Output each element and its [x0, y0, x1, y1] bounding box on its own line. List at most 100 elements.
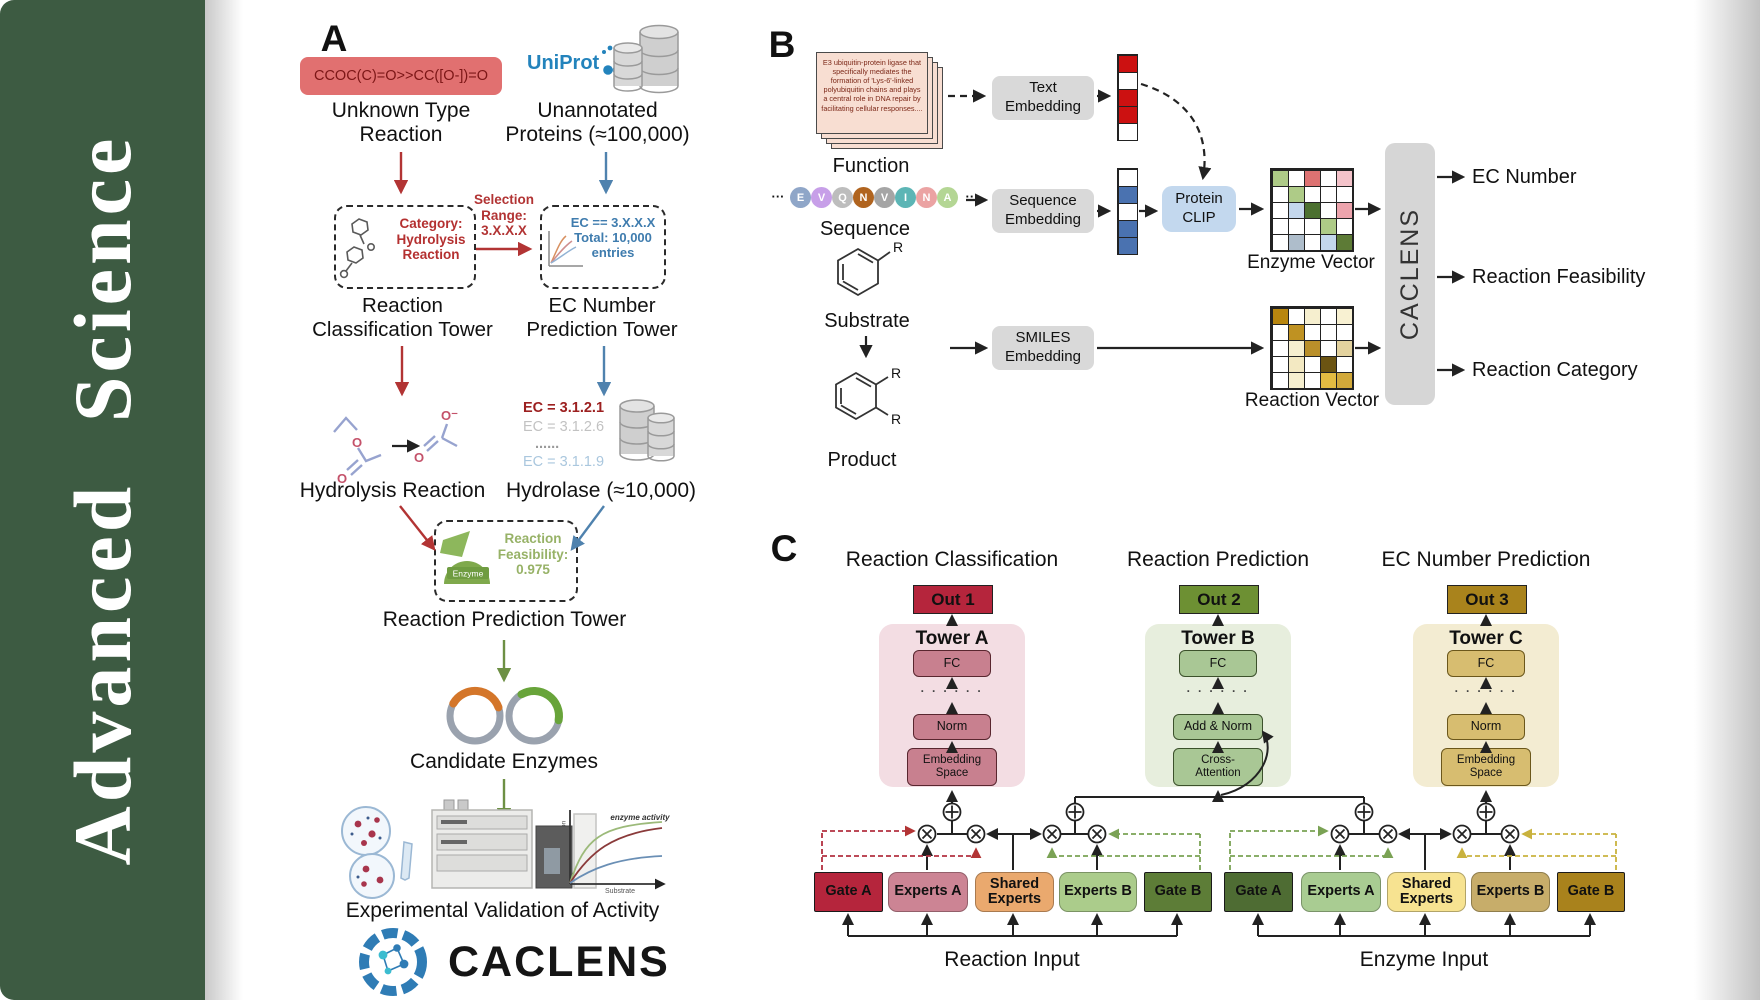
matrix-cell	[1319, 233, 1337, 251]
matrix-cell	[1117, 54, 1138, 73]
ec-result-2: EC = 3.1.2.6	[523, 419, 605, 435]
gate-a-enzyme: Gate A	[1224, 872, 1293, 912]
reaction-vector-label: Reaction Vector	[1244, 390, 1380, 411]
tower-a-fc: FC	[913, 650, 991, 677]
tower-a: Tower A FC · · · · · · Norm Embedding Sp…	[879, 624, 1025, 787]
ec-result-1: EC = 3.1.2.1	[523, 400, 605, 416]
product-r2-label: R	[891, 411, 901, 427]
tower-b-cross-attention: Cross- Attention	[1173, 748, 1263, 786]
gate-b-reaction: Gate B	[1144, 872, 1212, 912]
matrix-cell	[1287, 323, 1305, 341]
matrix-cell	[1335, 233, 1353, 251]
matrix-cell	[1303, 233, 1321, 251]
matrix-cell	[1271, 307, 1289, 325]
matrix-cell	[1303, 185, 1321, 203]
matrix-cell	[1335, 371, 1353, 389]
uniprot-dots-icon	[602, 44, 630, 75]
matrix-cell	[1319, 217, 1337, 235]
hplc-instrument-icon	[431, 799, 597, 889]
tower-b-dots: · · · · · ·	[1186, 684, 1250, 698]
experimental-validation-label: Experimental Validation of Activity	[345, 899, 660, 922]
sequence-embedding-vector	[1117, 168, 1138, 255]
matrix-cell	[1335, 323, 1353, 341]
candidate-enzymes-plasmids	[446, 686, 563, 745]
caclens-bar: CACLENS	[1385, 143, 1435, 405]
matrix-cell	[1287, 339, 1305, 357]
header-ec-number-prediction: EC Number Prediction	[1381, 548, 1591, 571]
reaction-classification-tower-box	[334, 205, 476, 289]
matrix-cell	[1319, 169, 1337, 187]
matrix-cell	[1335, 169, 1353, 187]
residue-V: V	[811, 187, 832, 208]
matrix-cell	[1287, 201, 1305, 219]
svg-text:O: O	[352, 435, 362, 450]
gate-b-enzyme-route	[1456, 828, 1617, 870]
experts-b-enzyme: Experts B	[1471, 872, 1550, 912]
hydrolysis-molecules: O O O⁻ O	[333, 408, 458, 486]
residue-N: N	[916, 187, 937, 208]
matrix-cell	[1335, 185, 1353, 203]
caclens-emblem	[359, 928, 427, 996]
smiles-reaction-box: CCOC(C)=O>>CC([O-])=O	[300, 57, 502, 95]
gate-a-reaction: Gate A	[814, 872, 883, 912]
panel-b-label: B	[768, 24, 796, 65]
panel-c-label: C	[770, 528, 798, 569]
ec-prediction-tower-box	[540, 205, 666, 289]
residue-Q: Q	[832, 187, 853, 208]
graph-ylabel: Rate of reaction	[560, 820, 568, 867]
tower-b: Tower B FC · · · · · · Add & Norm Cross-…	[1145, 624, 1291, 787]
database-icon-uniprot	[613, 24, 679, 94]
ec-result-3: EC = 3.1.1.9	[523, 454, 605, 470]
shared-experts-enzyme: Shared Experts	[1387, 872, 1466, 912]
matrix-cell	[1117, 88, 1138, 107]
matrix-cell	[1287, 355, 1305, 373]
experts-b-reaction: Experts B	[1059, 872, 1137, 912]
output-ec-number: EC Number	[1472, 166, 1577, 188]
product-label: Product	[827, 449, 897, 471]
left-shadow	[205, 0, 243, 1000]
tower-c: Tower C FC · · · · · · Norm Embedding Sp…	[1413, 624, 1559, 787]
residue-A: A	[937, 187, 958, 208]
reaction-prediction-tower-box	[434, 520, 578, 602]
matrix-cell	[1117, 236, 1138, 255]
output-reaction-category: Reaction Category	[1472, 359, 1638, 381]
candidate-enzymes-label: Candidate Enzymes	[410, 750, 598, 773]
matrix-cell	[1117, 122, 1138, 141]
matrix-cell	[1335, 201, 1353, 219]
selection-range-text: Selection Range: 3.X.X.X	[473, 192, 535, 239]
reaction-input-label: Reaction Input	[944, 948, 1080, 971]
category-text: Category: Hydrolysis Reaction	[396, 216, 466, 263]
database-icon-hydrolase	[619, 399, 675, 462]
substrate-r-label: R	[893, 239, 903, 255]
matrix-cell	[1319, 307, 1337, 325]
gate-b-reaction-route	[1046, 828, 1201, 870]
matrix-cell	[1117, 185, 1138, 204]
residue-E: E	[790, 187, 811, 208]
sequence-label: Sequence	[819, 218, 911, 240]
function-label: Function	[832, 155, 910, 177]
tower-a-embedding-space: Embedding Space	[907, 748, 997, 786]
experts-a-reaction: Experts A	[888, 872, 968, 912]
ec-box-text: EC == 3.X.X.X Total: 10,000 entries	[570, 215, 656, 260]
gate-b-enzyme: Gate B	[1557, 872, 1625, 912]
tower-c-embedding-space: Embedding Space	[1441, 748, 1531, 786]
residue-N: N	[853, 187, 874, 208]
tower-a-norm: Norm	[913, 714, 991, 740]
matrix-cell	[1303, 217, 1321, 235]
sequence-ellipsis-left: ···	[771, 189, 785, 204]
matrix-cell	[1303, 307, 1321, 325]
matrix-cell	[1117, 71, 1138, 90]
reaction-classification-tower-label: Reaction Classification Tower	[312, 294, 493, 341]
mixing-nodes	[917, 802, 1520, 844]
output-reaction-feasibility: Reaction Feasibility	[1472, 266, 1646, 288]
unknown-type-label: Unknown Type Reaction	[331, 99, 471, 147]
tower-c-title: Tower C	[1449, 628, 1523, 649]
matrix-cell	[1303, 355, 1321, 373]
matrix-cell	[1271, 371, 1289, 389]
matrix-cell	[1271, 233, 1289, 251]
matrix-cell	[1303, 169, 1321, 187]
gate-a-enzyme-route	[1229, 825, 1394, 870]
